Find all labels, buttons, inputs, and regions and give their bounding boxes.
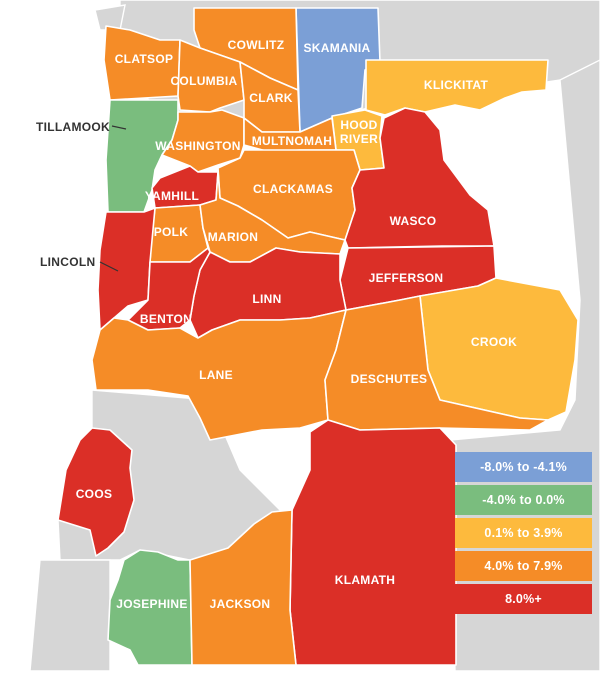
label-yamhill: YAMHILL: [145, 189, 199, 203]
label-hood-river-line1: HOOD: [340, 118, 377, 132]
label-hood-river-line2: RIVER: [340, 132, 378, 146]
county-deschutes[interactable]: [324, 295, 549, 431]
label-clark: CLARK: [249, 91, 293, 105]
legend-item-green: -4.0% to 0.0%: [455, 485, 592, 515]
county-benton[interactable]: [127, 247, 211, 331]
legend-item-orange: 4.0% to 7.9%: [455, 551, 592, 581]
label-crook: CROOK: [471, 335, 517, 349]
legend-label: -4.0% to 0.0%: [482, 492, 565, 507]
county-coos[interactable]: [57, 427, 135, 557]
label-lane: LANE: [199, 368, 233, 382]
lincoln-leader-line: [99, 261, 119, 272]
county-jackson[interactable]: [189, 509, 297, 666]
label-klickitat: KLICKITAT: [424, 78, 489, 92]
county-klamath[interactable]: [289, 419, 457, 666]
label-columbia: COLUMBIA: [170, 74, 237, 88]
label-tillamook: TILLAMOOK: [36, 120, 110, 134]
label-polk: POLK: [154, 225, 189, 239]
county-lincoln[interactable]: [97, 207, 156, 331]
label-multnomah: MULTNOMAH: [252, 134, 332, 148]
label-klamath: KLAMATH: [335, 573, 396, 587]
label-jackson: JACKSON: [210, 597, 271, 611]
county-washington[interactable]: [161, 109, 245, 173]
label-lincoln: LINCOLN: [40, 255, 95, 269]
label-marion: MARION: [208, 230, 258, 244]
label-wasco: WASCO: [390, 214, 437, 228]
legend-label: -8.0% to -4.1%: [480, 459, 567, 474]
legend-item-yellow: 0.1% to 3.9%: [455, 518, 592, 548]
label-cowlitz: COWLITZ: [228, 38, 285, 52]
label-benton: BENTON: [140, 312, 192, 326]
label-josephine: JOSEPHINE: [116, 597, 187, 611]
county-crook[interactable]: [419, 277, 579, 421]
legend-label: 8.0%+: [505, 592, 542, 607]
label-skamania: SKAMANIA: [303, 41, 370, 55]
legend-item-red: 8.0%+: [455, 584, 592, 614]
label-deschutes: DESCHUTES: [351, 372, 428, 386]
legend-label: 0.1% to 3.9%: [484, 525, 563, 540]
label-clackamas: CLACKAMAS: [253, 182, 333, 196]
label-clatsop: CLATSOP: [115, 52, 174, 66]
county-klickitat[interactable]: [365, 59, 549, 116]
label-washington: WASHINGTON: [155, 139, 240, 153]
legend: -8.0% to -4.1% -4.0% to 0.0% 0.1% to 3.9…: [455, 452, 592, 617]
background-land-south: [29, 559, 111, 672]
legend-label: 4.0% to 7.9%: [484, 559, 563, 574]
label-coos: COOS: [76, 487, 113, 501]
tillamook-leader-line: [111, 125, 127, 130]
label-jefferson: JEFFERSON: [369, 271, 444, 285]
label-linn: LINN: [252, 292, 281, 306]
legend-item-blue: -8.0% to -4.1%: [455, 452, 592, 482]
county-josephine[interactable]: [107, 549, 193, 666]
